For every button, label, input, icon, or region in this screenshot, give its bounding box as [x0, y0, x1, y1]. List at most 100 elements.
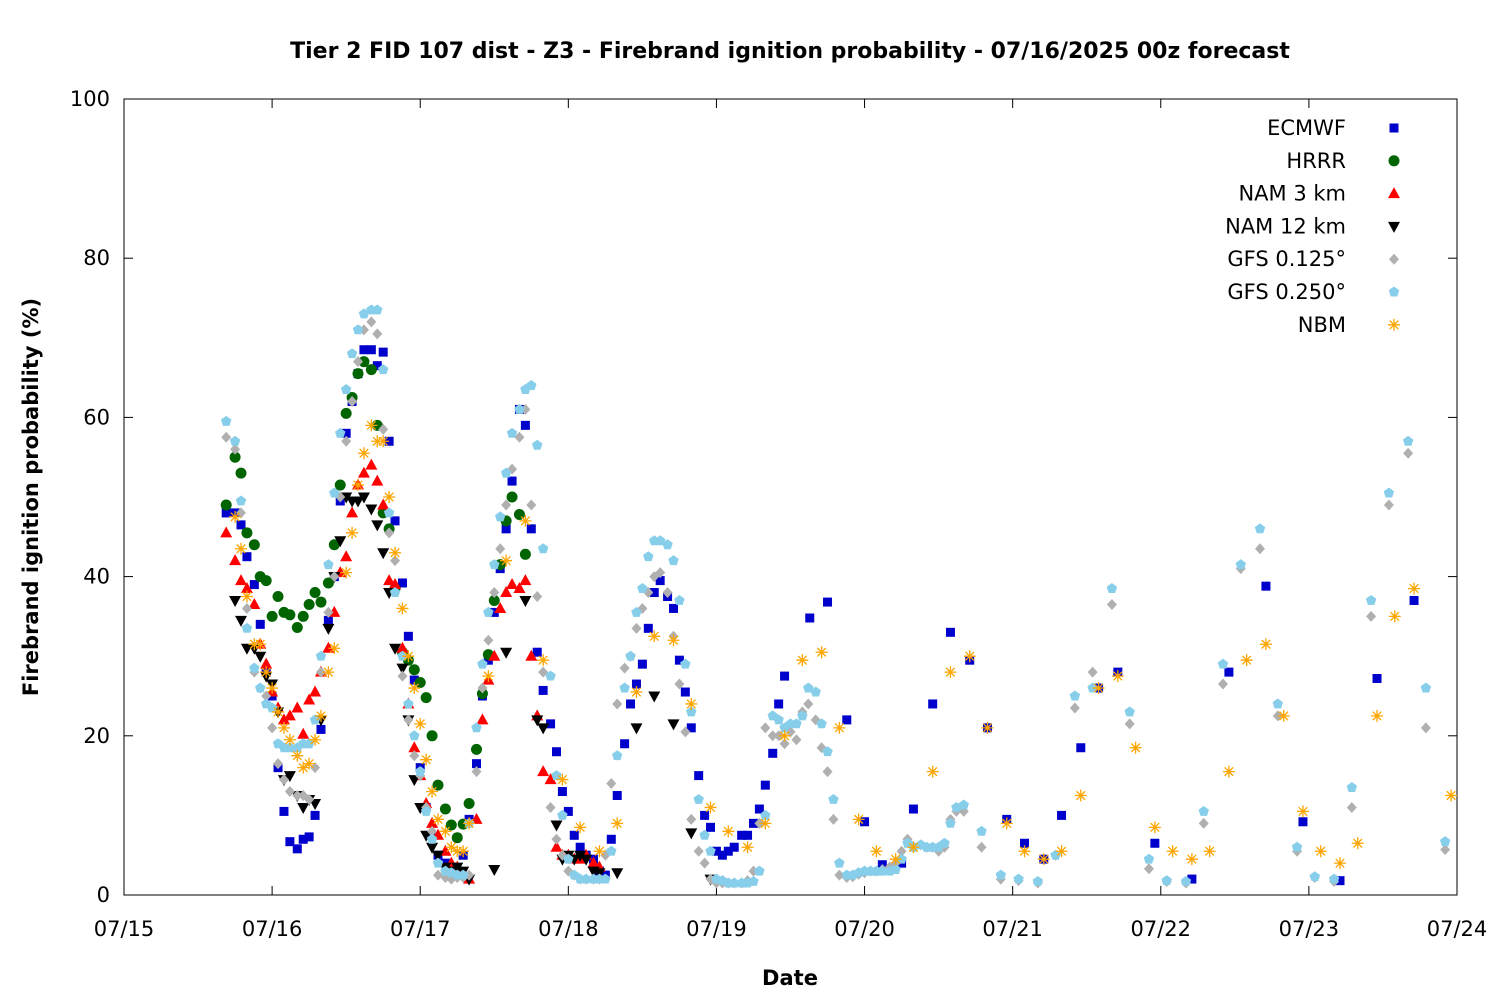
data-point: [488, 865, 501, 877]
data-point: [278, 774, 289, 786]
data-point: [310, 762, 321, 774]
data-point: [283, 733, 296, 746]
data-point: [397, 578, 407, 588]
y-axis-label: Firebrand ignition probability (%): [19, 298, 43, 696]
data-point: [550, 840, 563, 852]
data-point: [402, 650, 415, 663]
data-point: [357, 466, 370, 478]
data-point: [519, 548, 531, 560]
data-point: [774, 699, 784, 709]
data-point: [655, 576, 665, 586]
data-point: [674, 678, 685, 690]
data-point: [686, 723, 696, 733]
data-point: [352, 479, 365, 492]
data-point: [340, 384, 352, 394]
data-point: [359, 345, 369, 355]
data-point: [958, 799, 970, 810]
data-point: [1150, 838, 1160, 848]
data-point: [426, 833, 438, 844]
data-point: [249, 580, 259, 590]
data-point: [471, 743, 483, 755]
data-point: [378, 423, 389, 435]
data-point: [748, 875, 759, 886]
data-point: [260, 657, 273, 669]
data-point: [686, 813, 697, 825]
data-point: [705, 845, 716, 856]
y-tick-label: 40: [83, 565, 110, 589]
data-point: [1057, 810, 1067, 820]
data-point: [347, 395, 358, 407]
data-point: [273, 758, 284, 770]
data-point: [309, 714, 321, 725]
data-point: [563, 806, 573, 816]
x-tick-label: 07/23: [1279, 917, 1340, 941]
data-point: [315, 666, 326, 678]
data-point: [500, 647, 513, 659]
data-point: [500, 467, 512, 478]
axis-ticks: 07/15 07/16 07/17 07/18 07/19 07/20 07/21 07/22…: [70, 87, 1487, 941]
x-tick-label: 07/18: [538, 917, 599, 941]
data-point: [1111, 670, 1124, 683]
data-point: [791, 734, 802, 746]
data-point: [236, 520, 246, 530]
data-point: [532, 591, 543, 602]
data-point: [439, 825, 452, 838]
data-point: [1365, 594, 1377, 605]
data-point: [779, 738, 790, 750]
data-point: [236, 507, 247, 519]
series-ecmwf: [221, 345, 1419, 886]
data-point: [823, 597, 833, 607]
data-point: [346, 348, 358, 359]
data-point: [483, 634, 494, 646]
data-point: [420, 805, 432, 816]
data-point: [667, 634, 680, 647]
data-point: [501, 524, 511, 534]
data-point: [303, 738, 315, 749]
data-point: [1148, 821, 1161, 834]
data-point: [341, 428, 351, 438]
data-point: [1032, 875, 1044, 886]
data-point: [254, 638, 267, 651]
data-point: [1106, 583, 1118, 593]
data-point: [396, 641, 409, 653]
data-point: [292, 844, 302, 854]
data-point: [383, 491, 396, 503]
data-point: [477, 658, 488, 669]
data-point: [741, 841, 754, 854]
data-point: [611, 817, 624, 830]
data-point: [1143, 863, 1154, 875]
data-point: [397, 670, 408, 682]
data-point: [1106, 598, 1117, 610]
data-point: [612, 698, 623, 710]
data-point: [283, 709, 296, 721]
data-point: [488, 594, 500, 606]
data-point: [791, 718, 802, 729]
data-point: [556, 773, 569, 786]
data-point: [229, 595, 242, 607]
data-point: [908, 804, 918, 814]
data-point: [822, 746, 833, 757]
data-point: [229, 435, 241, 446]
data-point: [457, 845, 470, 858]
data-point: [1314, 845, 1327, 858]
data-point: [310, 810, 320, 820]
data-point: [414, 766, 426, 777]
legend-label: NAM 12 km: [1225, 214, 1346, 238]
data-point: [292, 790, 303, 801]
legend-marker: [1388, 155, 1400, 167]
data-point: [1069, 690, 1081, 701]
data-point: [315, 596, 327, 608]
data-point: [365, 504, 378, 516]
data-point: [220, 526, 233, 538]
data-point: [403, 631, 413, 641]
data-point: [304, 832, 314, 842]
data-point: [748, 818, 758, 828]
data-point: [1351, 837, 1364, 850]
data-point: [760, 809, 771, 820]
data-point: [626, 699, 636, 709]
data-point: [723, 846, 733, 856]
data-point: [432, 857, 444, 868]
data-point: [620, 739, 630, 749]
data-point: [834, 857, 845, 868]
